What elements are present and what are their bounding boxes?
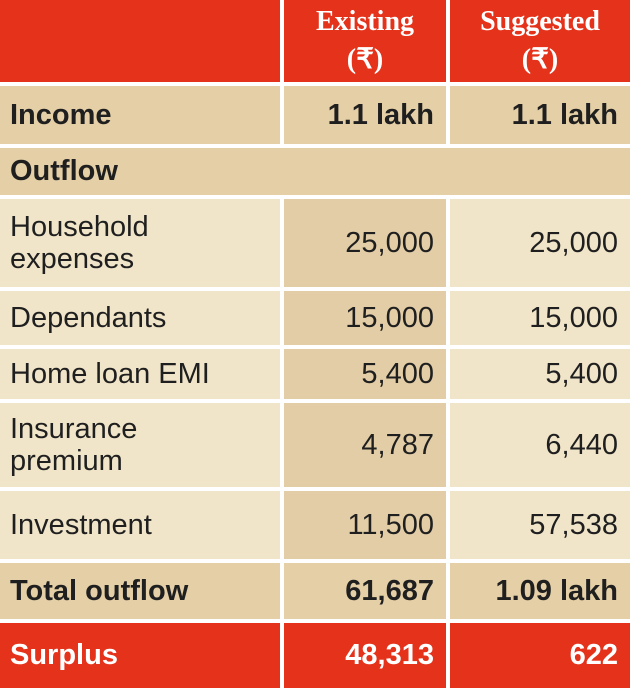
header-suggested: Suggested (₹) <box>450 0 630 86</box>
surplus-label: Surplus <box>0 623 284 688</box>
row-suggested: 57,538 <box>450 491 630 563</box>
row-label: Household expenses <box>0 199 284 291</box>
header-suggested-unit: (₹) <box>521 44 559 75</box>
row-label: Dependants <box>0 291 284 349</box>
row-suggested: 5,400 <box>450 349 630 403</box>
surplus-existing: 48,313 <box>284 623 450 688</box>
header-existing-title: Existing <box>315 6 415 38</box>
total-outflow-existing: 61,687 <box>284 563 450 623</box>
income-suggested: 1.1 lakh <box>450 86 630 148</box>
row-existing: 4,787 <box>284 403 450 491</box>
row-label: Insurance premium <box>0 403 284 491</box>
row-existing: 11,500 <box>284 491 450 563</box>
row-suggested: 15,000 <box>450 291 630 349</box>
row-suggested: 6,440 <box>450 403 630 491</box>
row-label: Home loan EMI <box>0 349 284 403</box>
header-suggested-title: Suggested <box>480 6 600 38</box>
row-label: Investment <box>0 491 284 563</box>
header-blank-cell <box>0 0 284 86</box>
row-existing: 5,400 <box>284 349 450 403</box>
total-outflow-label: Total outflow <box>0 563 284 623</box>
outflow-section-label: Outflow <box>0 148 630 199</box>
total-outflow-suggested: 1.09 lakh <box>450 563 630 623</box>
row-existing: 15,000 <box>284 291 450 349</box>
income-existing: 1.1 lakh <box>284 86 450 148</box>
income-label: Income <box>0 86 284 148</box>
header-existing-unit: (₹) <box>346 44 384 75</box>
row-suggested: 25,000 <box>450 199 630 291</box>
row-existing: 25,000 <box>284 199 450 291</box>
surplus-suggested: 622 <box>450 623 630 688</box>
header-existing: Existing (₹) <box>284 0 450 86</box>
